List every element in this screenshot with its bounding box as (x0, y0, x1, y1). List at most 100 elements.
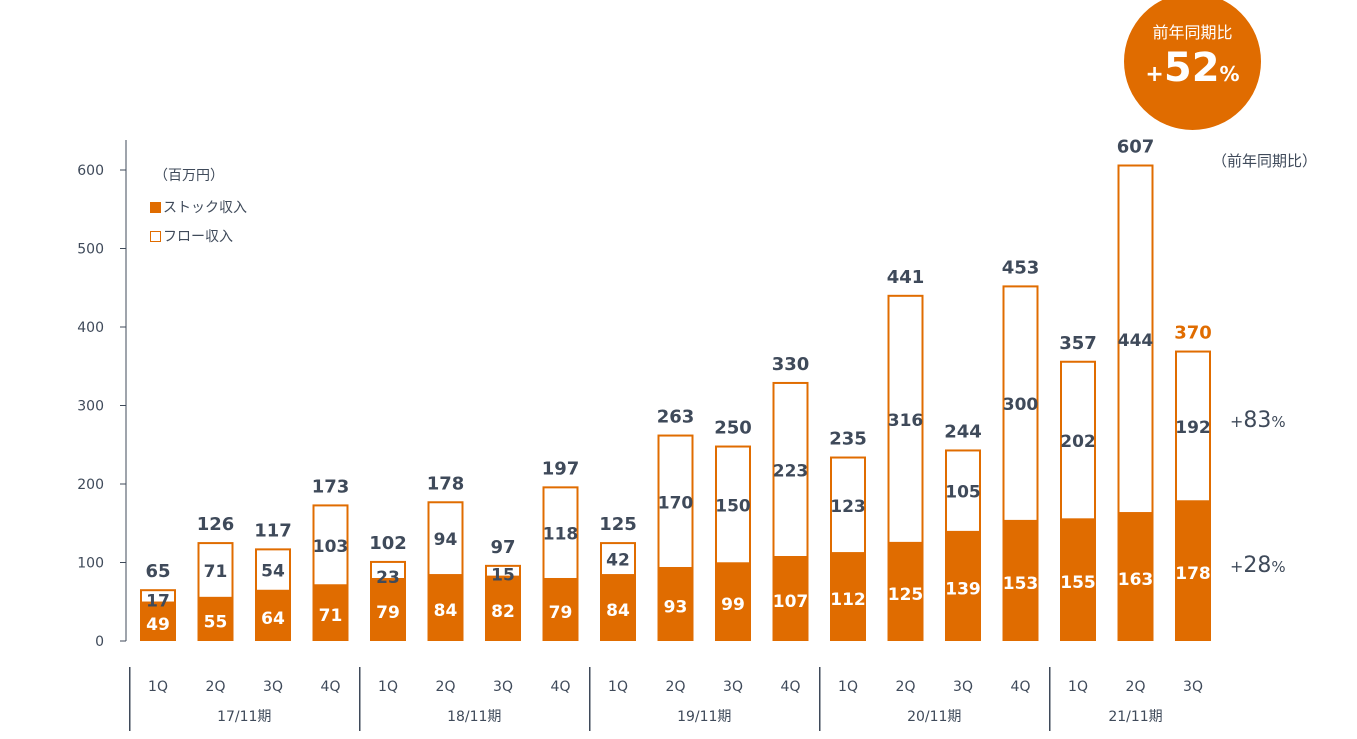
bar-flow (657, 434, 694, 569)
x-tick-label: 1Q (608, 679, 628, 695)
yoy-stock: +28% (1230, 553, 1286, 578)
x-tick-label: 2Q (206, 679, 226, 695)
label-stock: 99 (721, 595, 745, 615)
label-flow: 300 (1003, 395, 1039, 415)
label-total: 330 (772, 354, 810, 375)
label-stock: 155 (1060, 573, 1096, 593)
bars: 49 17 65 55 71 126 64 54 117 71 103 173 79 23 102 84 94 1… (140, 137, 1212, 641)
badge-value: +52% (1145, 45, 1240, 91)
bar-stock (312, 585, 349, 641)
label-total: 235 (829, 429, 867, 450)
bar-flow (1117, 164, 1154, 515)
y-tick-label: 400 (77, 320, 104, 336)
group-label: 19/11期 (677, 709, 731, 725)
bar-stock (772, 557, 809, 641)
bar-flow (830, 456, 866, 555)
bar-stock (485, 576, 521, 641)
bar-stock (1002, 520, 1039, 641)
x-tick-label: 1Q (148, 679, 168, 695)
x-tick-label: 3Q (263, 679, 283, 695)
group-label: 20/11期 (907, 709, 961, 725)
x-tick-label: 4Q (551, 679, 571, 695)
y-tick-label: 300 (77, 399, 104, 415)
y-tick-label: 500 (77, 242, 104, 258)
bar-stock (830, 553, 866, 641)
bar-flow (945, 449, 981, 533)
label-total: 197 (542, 458, 580, 479)
legend-flow-label: フロー収入 (163, 229, 233, 245)
label-flow: 103 (313, 537, 349, 557)
label-total: 97 (490, 537, 515, 558)
label-stock: 79 (376, 603, 400, 623)
y-tick-label: 100 (77, 556, 104, 572)
bar-stock (1060, 519, 1096, 641)
label-total: 370 (1174, 323, 1212, 344)
label-total: 126 (197, 514, 235, 535)
label-stock: 153 (1003, 574, 1039, 594)
label-flow: 105 (945, 483, 981, 503)
x-tick-label: 4Q (781, 679, 801, 695)
label-stock: 112 (830, 590, 866, 610)
label-flow: 15 (491, 566, 515, 586)
label-stock: 84 (434, 601, 458, 621)
yoy-flow: +83% (1230, 408, 1286, 433)
x-axis: 1Q 2Q 3Q 4Q 1Q 2Q 3Q 4Q 1Q 2Q 3Q 4Q 1Q 2Q 3Q 4Q 1Q 2Q 3Q 17… (129, 667, 1203, 731)
bar-stock (197, 597, 234, 641)
label-total: 65 (145, 561, 170, 582)
label-stock: 82 (491, 602, 515, 622)
bar-stock (255, 590, 291, 641)
x-tick-label: 3Q (493, 679, 513, 695)
label-stock: 64 (261, 609, 285, 629)
bar-stock (715, 563, 751, 641)
x-tick-label: 4Q (1011, 679, 1031, 695)
x-tick-label: 2Q (436, 679, 456, 695)
stock-swatch-icon (150, 202, 161, 213)
label-total: 263 (657, 407, 695, 428)
bar-flow (600, 542, 636, 577)
label-total: 117 (254, 520, 292, 541)
x-tick-label: 3Q (1183, 679, 1203, 695)
label-total: 102 (369, 533, 407, 554)
x-tick-label: 2Q (1126, 679, 1146, 695)
bar-flow (772, 381, 809, 559)
yoy-header: （前年同期比） (1212, 152, 1318, 170)
group-label: 17/11期 (217, 709, 271, 725)
label-flow: 223 (773, 461, 809, 481)
bar-stock (945, 531, 981, 641)
label-total: 173 (312, 476, 350, 497)
x-tick-label: 1Q (1068, 679, 1088, 695)
bar-flow (427, 501, 464, 577)
yoy-badge: 前年同期比 +52% (1124, 0, 1261, 130)
label-stock: 178 (1175, 564, 1211, 584)
bar-flow (370, 560, 406, 580)
label-total: 607 (1117, 137, 1155, 158)
label-total: 441 (887, 267, 925, 288)
bar-flow (312, 504, 349, 587)
bar-stock (140, 602, 176, 641)
label-flow: 123 (830, 497, 866, 517)
label-flow: 54 (261, 562, 285, 582)
group-label: 21/11期 (1108, 709, 1162, 725)
y-tick-label: 600 (77, 163, 104, 179)
bar-flow (887, 294, 924, 544)
x-tick-label: 3Q (723, 679, 743, 695)
label-total: 453 (1002, 257, 1040, 278)
label-stock: 139 (945, 579, 981, 599)
legend-stock: ストック収入 (150, 197, 247, 217)
legend-stock-label: ストック収入 (163, 200, 247, 216)
label-stock: 163 (1118, 570, 1154, 590)
x-tick-label: 2Q (666, 679, 686, 695)
bar-flow (485, 564, 521, 578)
label-total: 250 (714, 418, 752, 439)
flow-swatch-icon (150, 231, 161, 242)
bar-stock (657, 567, 694, 641)
label-flow: 192 (1175, 418, 1211, 438)
bar-stock (600, 575, 636, 641)
legend-flow: フロー収入 (150, 226, 233, 246)
label-stock: 107 (773, 592, 809, 612)
y-axis: 0 100 200 300 400 500 600 (77, 140, 127, 650)
label-flow: 71 (204, 562, 228, 582)
y-tick-label: 200 (77, 477, 104, 493)
x-tick-label: 3Q (953, 679, 973, 695)
